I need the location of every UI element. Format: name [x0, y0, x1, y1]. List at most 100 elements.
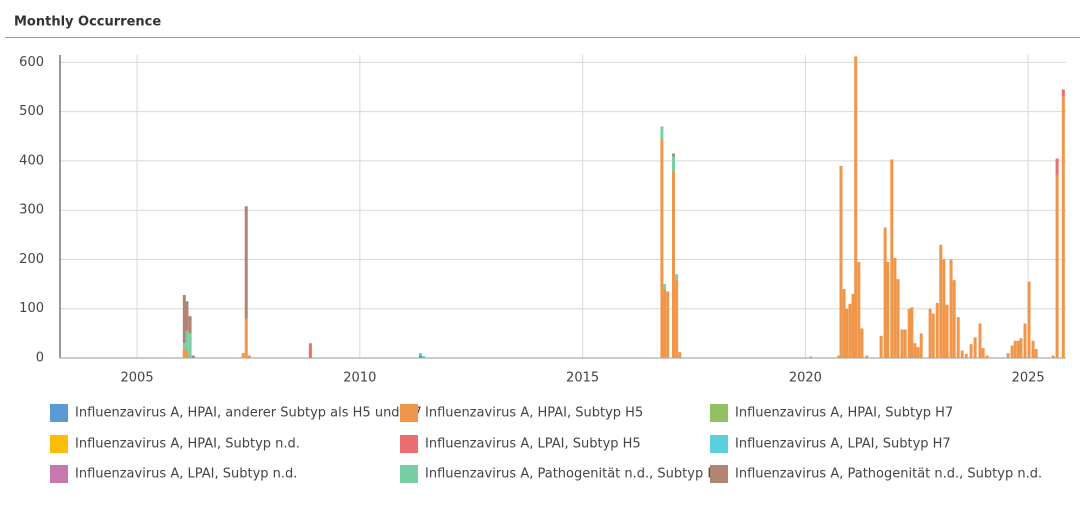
- bar: [848, 303, 852, 358]
- x-tick-label: 2005: [121, 371, 154, 386]
- bar: [1034, 349, 1038, 358]
- bar: [931, 313, 935, 358]
- legend-swatch: [710, 404, 728, 422]
- bar: [857, 261, 861, 358]
- x-tick-label: 2025: [1012, 371, 1045, 386]
- bar: [886, 261, 890, 358]
- bar: [879, 335, 883, 358]
- legend-label: Influenzavirus A, LPAI, Subtyp n.d.: [75, 467, 297, 482]
- bar: [675, 279, 679, 358]
- bar: [978, 323, 982, 358]
- bar: [244, 206, 248, 319]
- bar: [182, 294, 186, 344]
- bar: [964, 354, 968, 358]
- legend-swatch: [400, 404, 418, 422]
- bar: [660, 138, 664, 358]
- bar: [956, 317, 960, 358]
- bar: [809, 356, 813, 358]
- bar: [666, 291, 670, 358]
- legend-swatch: [50, 435, 68, 453]
- legend-label: Influenzavirus A, LPAI, Subtyp H7: [735, 437, 951, 452]
- bar: [1023, 323, 1027, 358]
- bar: [671, 156, 675, 171]
- bar: [952, 280, 956, 358]
- bar: [890, 159, 894, 358]
- bar: [678, 352, 682, 358]
- legend-swatch: [50, 404, 68, 422]
- bar: [1010, 345, 1014, 358]
- legend-swatch: [710, 435, 728, 453]
- y-tick-label: 200: [19, 252, 44, 267]
- bar: [663, 289, 667, 358]
- bar: [985, 355, 989, 358]
- bar: [935, 302, 939, 358]
- bar: [939, 244, 943, 358]
- y-tick-label: 0: [36, 351, 44, 366]
- bar: [247, 355, 251, 358]
- bar: [916, 347, 920, 358]
- legend-label: Influenzavirus A, HPAI, Subtyp H5: [425, 406, 643, 421]
- bar: [945, 304, 949, 358]
- x-tick-label: 2010: [343, 371, 376, 386]
- bar: [185, 330, 189, 351]
- bar: [1027, 281, 1031, 358]
- bar: [1016, 340, 1020, 358]
- x-tick-label: 2020: [789, 371, 822, 386]
- legend-swatch: [50, 465, 68, 483]
- bar: [845, 308, 849, 358]
- legend-swatch: [400, 465, 418, 483]
- bar: [860, 328, 864, 358]
- bar: [671, 170, 675, 358]
- bar: [928, 308, 932, 358]
- bar: [191, 355, 195, 358]
- bar: [893, 257, 897, 358]
- bar: [241, 353, 245, 358]
- bar: [900, 329, 904, 358]
- y-tick-label: 400: [19, 153, 44, 168]
- bar: [973, 337, 977, 358]
- legend-label: Influenzavirus A, Pathogenität n.d., Sub…: [425, 467, 725, 482]
- y-tick-label: 300: [19, 203, 44, 218]
- bar: [308, 343, 312, 358]
- bar: [1055, 158, 1059, 176]
- legend-label: Influenzavirus A, Pathogenität n.d., Sub…: [735, 467, 1042, 482]
- bar: [949, 259, 953, 358]
- bar: [839, 165, 843, 358]
- bar: [185, 350, 189, 358]
- bar: [1031, 340, 1035, 358]
- bar: [1061, 89, 1065, 97]
- legend-label: Influenzavirus A, HPAI, anderer Subtyp a…: [75, 406, 422, 421]
- bar: [942, 259, 946, 358]
- bar: [182, 348, 186, 358]
- bar: [919, 333, 923, 358]
- legend-swatch: [400, 435, 418, 453]
- bar: [1051, 355, 1055, 358]
- legend-label: Influenzavirus A, LPAI, Subtyp H5: [425, 437, 641, 452]
- bar: [422, 356, 426, 358]
- bar: [182, 343, 186, 349]
- bar: [910, 307, 914, 358]
- bar: [663, 284, 667, 290]
- bar: [1061, 96, 1065, 358]
- bar: [671, 153, 675, 156]
- bar: [185, 301, 189, 331]
- y-tick-label: 600: [19, 55, 44, 70]
- bar: [854, 56, 858, 358]
- bar: [188, 333, 192, 358]
- legend-label: Influenzavirus A, HPAI, Subtyp n.d.: [75, 437, 300, 452]
- legend-label: Influenzavirus A, HPAI, Subtyp H7: [735, 406, 953, 421]
- chart-title: Monthly Occurrence: [14, 15, 161, 30]
- bar: [960, 350, 964, 358]
- bar: [865, 355, 869, 358]
- bar: [837, 355, 841, 358]
- y-tick-label: 100: [19, 301, 44, 316]
- bar: [903, 329, 907, 358]
- bar: [883, 227, 887, 358]
- bar: [1055, 175, 1059, 358]
- bar: [660, 126, 664, 139]
- bar: [244, 318, 248, 358]
- x-tick-label: 2015: [566, 371, 599, 386]
- bar: [913, 343, 917, 358]
- bar: [907, 308, 911, 358]
